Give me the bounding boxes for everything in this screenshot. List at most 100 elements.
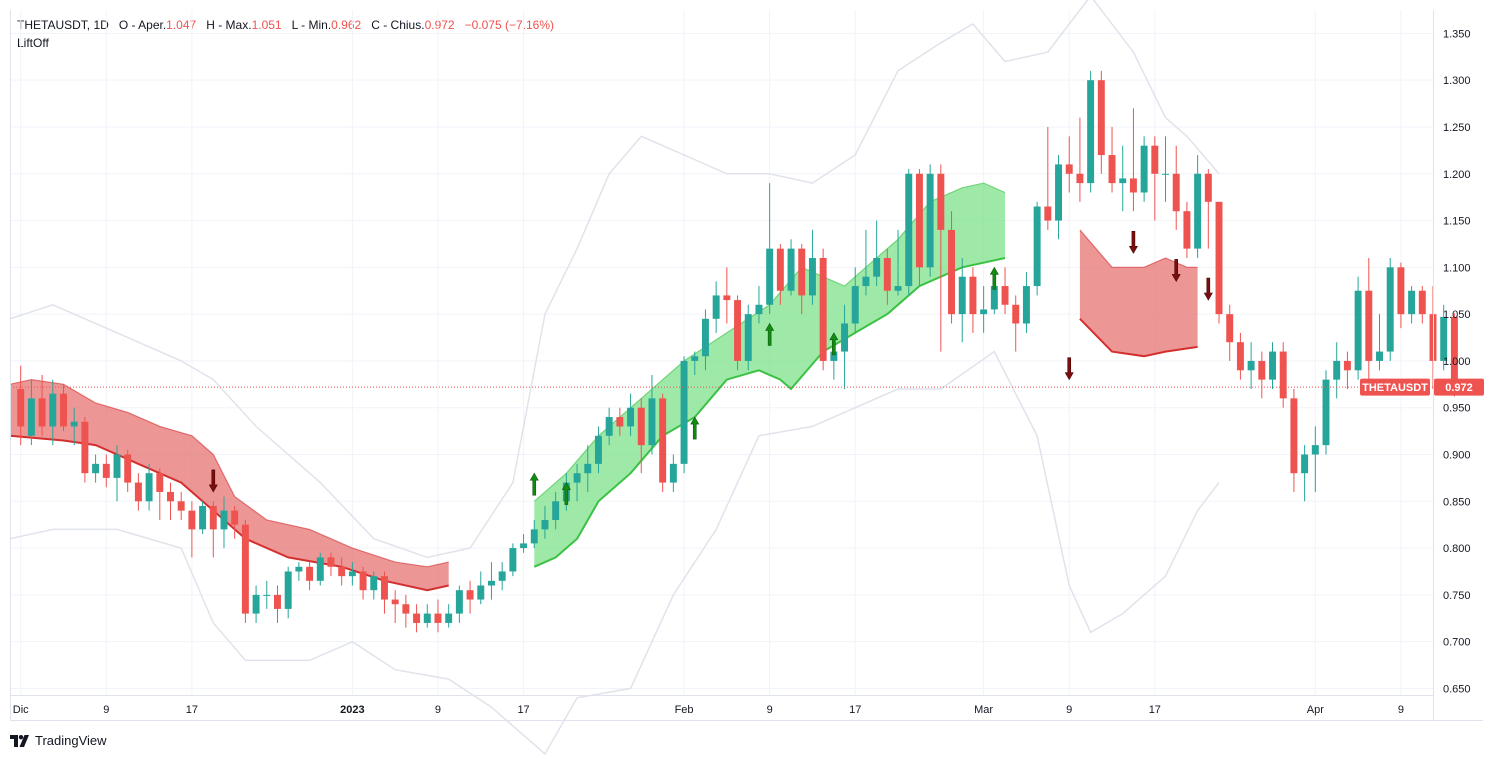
tradingview-brand[interactable]: TradingView — [10, 733, 107, 748]
time-tick-label: Mar — [974, 704, 993, 716]
candle-body — [1033, 206, 1041, 287]
signal-arrows — [208, 231, 1213, 505]
price-tick-label: 0.800 — [1443, 543, 1471, 555]
candle-body — [1450, 316, 1458, 388]
time-tick-label: 2023 — [340, 704, 364, 716]
bearish-cloud-edge-b — [9, 434, 449, 592]
price-axis[interactable]: 1.350 1.300 1.250 1.200 1.150 1.100 1.050 1.000… — [1443, 28, 1471, 695]
candle-body — [723, 295, 731, 301]
time-tick-label: Dic — [13, 704, 29, 716]
low-value: 0.962 — [331, 18, 362, 32]
candle-body — [156, 473, 164, 492]
time-tick-label: 17 — [849, 704, 861, 716]
candle-body — [167, 491, 174, 502]
candle-body — [1408, 290, 1416, 315]
price-tick-label: 0.850 — [1443, 496, 1471, 508]
candle-body — [327, 557, 335, 567]
indicator-name[interactable]: LiftOff — [17, 36, 49, 50]
candle-body — [830, 351, 838, 361]
sell-signal-arrow — [208, 469, 218, 493]
candle-body — [1055, 164, 1063, 221]
price-tick-label: 1.100 — [1443, 262, 1471, 274]
candle-body — [252, 594, 260, 614]
price-tick-label: 1.300 — [1443, 75, 1471, 87]
candle-body — [220, 510, 228, 530]
candle-body — [1044, 206, 1052, 221]
candle-body — [1226, 314, 1234, 343]
candle-body — [1012, 304, 1020, 324]
high-label: H - Max. — [206, 18, 252, 32]
bollinger-bands — [9, 0, 1220, 756]
candle-body — [1440, 316, 1448, 361]
candle-body — [423, 613, 431, 623]
time-tick-label: 9 — [1398, 704, 1404, 716]
sell-signal-arrow — [1171, 259, 1181, 282]
candle-body — [1194, 173, 1202, 249]
time-tick-label: 9 — [435, 704, 441, 716]
candle-body — [284, 571, 292, 609]
candle-body — [1151, 145, 1159, 174]
candle-body — [1001, 286, 1009, 305]
buy-signal-arrow — [561, 481, 571, 505]
candle-body — [755, 304, 763, 315]
symbol-interval[interactable]: THETAUSDT, 1D — [17, 18, 109, 32]
candle-body — [948, 229, 956, 315]
candle-body — [348, 571, 356, 577]
candle-body — [680, 360, 688, 464]
candle-body — [60, 393, 67, 427]
candle-body — [905, 173, 913, 287]
candle-body — [38, 398, 46, 427]
candle-body — [498, 571, 506, 581]
candle-body — [380, 576, 388, 600]
sell-signal-arrow — [1128, 231, 1138, 254]
candle-body — [1322, 379, 1330, 446]
candle-body — [27, 398, 35, 436]
bullish-cloud-edge-b — [533, 257, 1006, 568]
candle-body — [627, 407, 635, 427]
candle-body — [787, 248, 795, 291]
change-value: −0.075 (−7.16%) — [464, 18, 555, 32]
candle-body — [594, 435, 602, 464]
price-tick-label: 0.650 — [1443, 683, 1471, 695]
candle-body — [969, 276, 977, 315]
candle-body — [209, 505, 217, 530]
candle-body — [1269, 351, 1276, 380]
sell-signal-arrow — [1203, 277, 1213, 301]
price-tick-label: 1.200 — [1443, 169, 1471, 181]
candle-body — [1183, 211, 1191, 249]
candle-body — [402, 604, 410, 614]
candle-body — [487, 580, 495, 586]
candle-body — [584, 463, 592, 474]
candle-body — [455, 590, 463, 614]
close-label: C - Chius. — [371, 18, 425, 32]
candle-body — [873, 257, 881, 277]
candle-body — [1376, 351, 1383, 361]
candle-body — [915, 173, 923, 268]
candle-body — [1108, 155, 1116, 184]
time-tick-label: Apr — [1307, 704, 1324, 716]
candle-body — [937, 173, 945, 230]
candle-body — [445, 613, 453, 623]
symbol-price-tag: THETAUSDT 0.972 — [1360, 378, 1484, 396]
candle-body — [413, 613, 421, 623]
candle-body — [81, 421, 89, 474]
time-tick-label: 9 — [103, 704, 109, 716]
liftoff-clouds — [9, 182, 1198, 592]
candle-body — [49, 393, 57, 427]
brand-label: TradingView — [35, 733, 107, 748]
candle-body — [1311, 445, 1319, 455]
candle-body — [798, 248, 806, 296]
candle-body — [477, 585, 485, 600]
time-axis[interactable]: Dic 9 17 2023 9 17 Feb 9 17 Mar 9 17 Apr 9 — [13, 704, 1404, 716]
candle-body — [1204, 173, 1212, 202]
price-tick-label: 1.350 — [1443, 28, 1471, 40]
candle-body — [338, 566, 346, 577]
candle-body — [1279, 351, 1287, 399]
candle-body — [862, 276, 870, 287]
open-value: 1.047 — [166, 18, 197, 32]
lower-band-line — [9, 350, 1220, 756]
candle-body — [990, 286, 998, 310]
candles — [17, 70, 1458, 633]
candle-body — [509, 548, 517, 572]
